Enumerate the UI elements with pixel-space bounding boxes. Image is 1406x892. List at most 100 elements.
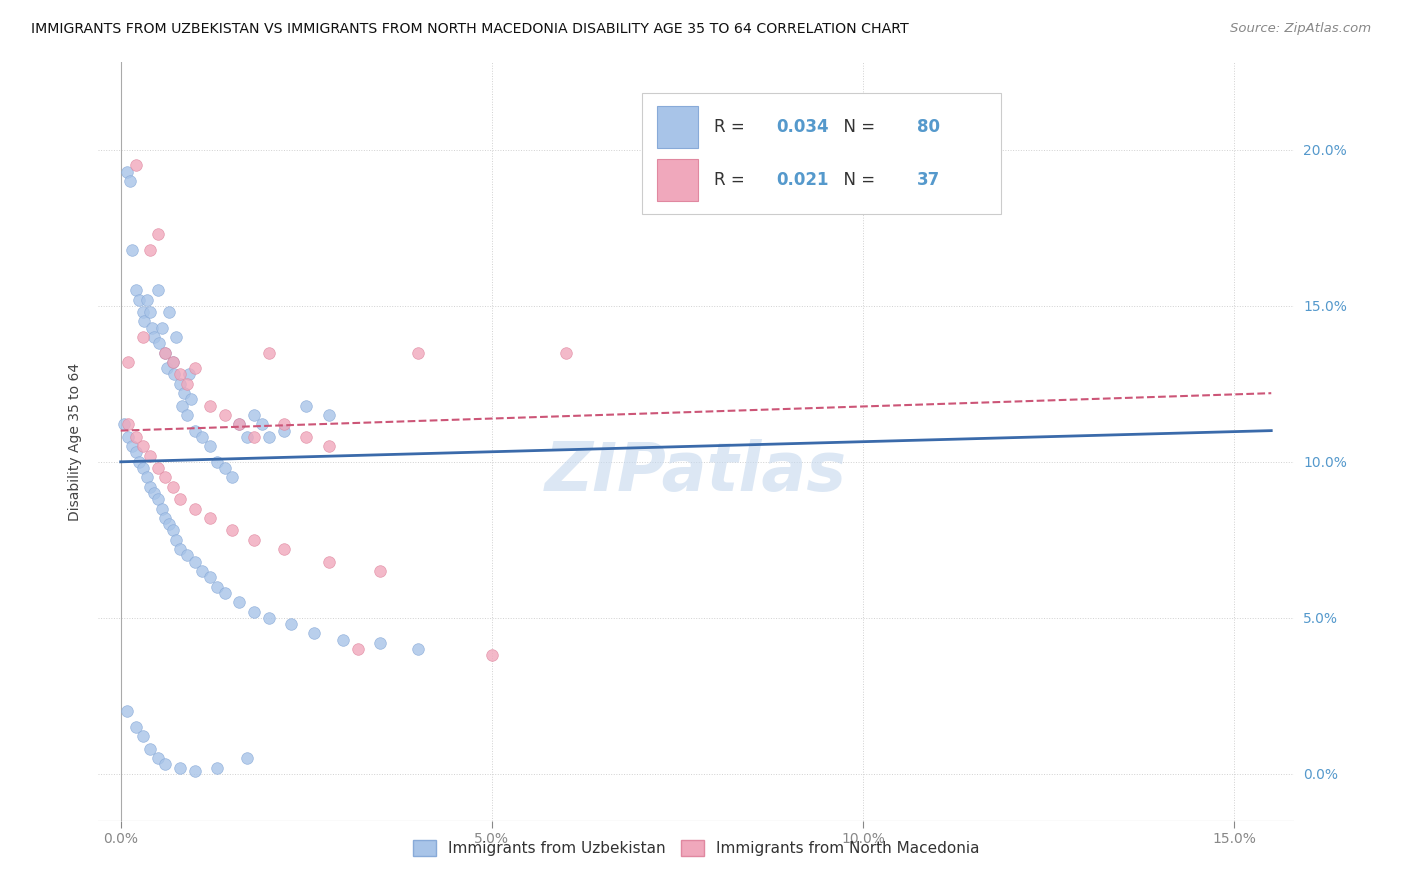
Point xyxy=(318,439,340,453)
Point xyxy=(169,761,191,775)
Point xyxy=(118,174,141,188)
Point xyxy=(155,511,177,525)
Point xyxy=(163,368,186,382)
Point xyxy=(236,751,259,765)
Point xyxy=(169,492,191,507)
Point xyxy=(162,524,184,538)
Point xyxy=(155,345,177,359)
Point xyxy=(139,480,162,494)
Point xyxy=(318,555,340,569)
Point xyxy=(250,417,273,432)
Point xyxy=(169,542,191,557)
Point xyxy=(243,430,266,444)
Point xyxy=(143,486,166,500)
Point xyxy=(481,648,503,663)
Point xyxy=(318,408,340,422)
Point xyxy=(117,355,139,369)
Text: R =: R = xyxy=(714,118,749,136)
Text: IMMIGRANTS FROM UZBEKISTAN VS IMMIGRANTS FROM NORTH MACEDONIA DISABILITY AGE 35 : IMMIGRANTS FROM UZBEKISTAN VS IMMIGRANTS… xyxy=(31,22,908,37)
Point xyxy=(302,626,325,640)
Point xyxy=(165,330,187,344)
Point xyxy=(134,314,156,328)
Point xyxy=(162,480,184,494)
Point xyxy=(165,533,187,547)
Point xyxy=(141,320,163,334)
Point xyxy=(184,555,207,569)
Point xyxy=(128,455,150,469)
Point xyxy=(115,164,138,178)
Point xyxy=(124,445,146,459)
Point xyxy=(243,408,266,422)
Point xyxy=(157,517,180,532)
Text: 37: 37 xyxy=(917,171,941,189)
Point xyxy=(124,720,146,734)
Bar xyxy=(657,159,699,201)
Point xyxy=(295,399,318,413)
Point xyxy=(170,399,193,413)
Point xyxy=(406,345,429,359)
Point xyxy=(148,336,170,351)
Point xyxy=(150,501,173,516)
Point xyxy=(198,399,221,413)
Point xyxy=(555,345,578,359)
Point xyxy=(221,470,243,484)
Point xyxy=(273,417,295,432)
Point xyxy=(191,564,214,578)
Legend: Immigrants from Uzbekistan, Immigrants from North Macedonia: Immigrants from Uzbekistan, Immigrants f… xyxy=(406,834,986,863)
Point xyxy=(146,461,169,475)
Point xyxy=(295,430,318,444)
Point xyxy=(121,439,143,453)
Point xyxy=(139,305,162,319)
Text: 0.021: 0.021 xyxy=(776,171,828,189)
Point xyxy=(205,761,228,775)
FancyBboxPatch shape xyxy=(643,93,1001,214)
Point xyxy=(406,642,429,657)
Point xyxy=(150,320,173,334)
Point xyxy=(184,424,207,438)
Point xyxy=(155,757,177,772)
Point xyxy=(214,461,236,475)
Point xyxy=(280,617,302,632)
Point xyxy=(184,501,207,516)
Point xyxy=(121,243,143,257)
Point xyxy=(146,283,169,297)
Text: R =: R = xyxy=(714,171,749,189)
Point xyxy=(146,492,169,507)
Point xyxy=(157,305,180,319)
Point xyxy=(132,730,155,744)
Point xyxy=(162,355,184,369)
Text: Source: ZipAtlas.com: Source: ZipAtlas.com xyxy=(1230,22,1371,36)
Point xyxy=(139,449,162,463)
Point xyxy=(191,430,214,444)
Point xyxy=(173,386,195,401)
Point xyxy=(132,439,155,453)
Point xyxy=(155,470,177,484)
Point xyxy=(132,461,155,475)
Point xyxy=(257,430,280,444)
Y-axis label: Disability Age 35 to 64: Disability Age 35 to 64 xyxy=(67,362,82,521)
Point xyxy=(198,570,221,584)
Text: N =: N = xyxy=(834,118,880,136)
Point xyxy=(205,580,228,594)
Point xyxy=(184,764,207,778)
Point xyxy=(273,542,295,557)
Point xyxy=(146,751,169,765)
Point xyxy=(221,524,243,538)
Point xyxy=(257,611,280,625)
Point xyxy=(139,243,162,257)
Point xyxy=(162,355,184,369)
Point xyxy=(236,430,259,444)
Point xyxy=(128,293,150,307)
Point xyxy=(117,430,139,444)
Point xyxy=(176,408,198,422)
Point xyxy=(132,305,155,319)
Point xyxy=(112,417,135,432)
Text: 0.034: 0.034 xyxy=(776,118,828,136)
Bar xyxy=(657,106,699,148)
Text: ZIPatlas: ZIPatlas xyxy=(546,439,846,505)
Point xyxy=(117,417,139,432)
Point xyxy=(347,642,370,657)
Point xyxy=(124,430,146,444)
Point xyxy=(370,636,392,650)
Point xyxy=(273,424,295,438)
